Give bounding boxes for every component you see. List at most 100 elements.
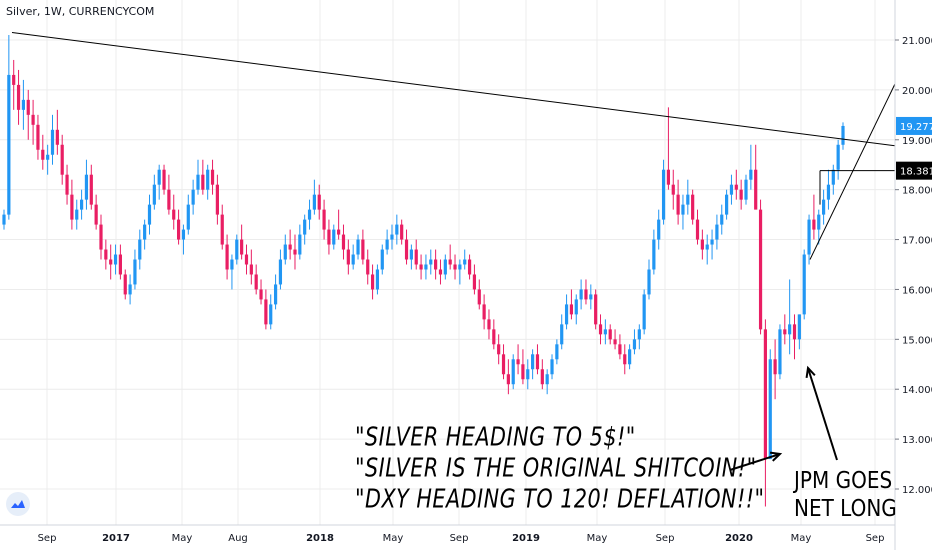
candle-body bbox=[458, 264, 462, 270]
candle-body bbox=[380, 249, 384, 270]
jpm-arrow-head bbox=[805, 365, 816, 379]
candle-body bbox=[7, 74, 11, 215]
y-tick-label: 21.000 bbox=[902, 36, 932, 47]
candle-body bbox=[792, 324, 797, 340]
candle-body bbox=[817, 214, 821, 230]
x-tick-label: May bbox=[172, 533, 193, 544]
candle-body bbox=[758, 209, 763, 330]
candle-body bbox=[303, 219, 307, 235]
candle-body bbox=[812, 219, 816, 230]
candle-body bbox=[273, 284, 278, 305]
candle-body bbox=[831, 169, 835, 185]
candle-body bbox=[337, 229, 341, 235]
candle-body bbox=[230, 259, 234, 270]
marker-price-bg bbox=[896, 161, 932, 180]
candle-body bbox=[240, 239, 244, 255]
candle-body bbox=[332, 229, 336, 245]
quote-arrow bbox=[729, 453, 781, 471]
candle-body bbox=[341, 234, 346, 250]
candle-body bbox=[739, 189, 743, 200]
candle-body bbox=[594, 294, 598, 325]
candle-body bbox=[749, 169, 753, 180]
candle-body bbox=[453, 264, 457, 270]
candle-body bbox=[118, 254, 122, 275]
candle-body bbox=[598, 324, 603, 335]
candle-body bbox=[826, 184, 831, 200]
candle-body bbox=[725, 194, 729, 215]
candle-body bbox=[104, 249, 108, 260]
candle-body bbox=[429, 259, 433, 265]
candle-body bbox=[797, 314, 801, 340]
candle-body bbox=[400, 224, 404, 240]
candle-body bbox=[506, 374, 510, 385]
candle-body bbox=[293, 249, 297, 255]
candle-body bbox=[206, 169, 210, 190]
candle-body bbox=[443, 259, 447, 275]
candles bbox=[2, 35, 845, 507]
candle-body bbox=[133, 259, 137, 285]
candle-body bbox=[65, 174, 69, 195]
x-tick-label: 2019 bbox=[512, 533, 540, 544]
candle-body bbox=[700, 239, 704, 250]
candle-body bbox=[2, 214, 6, 225]
candle-body bbox=[569, 304, 574, 315]
candle-body bbox=[113, 254, 118, 265]
candle-body bbox=[225, 244, 229, 270]
candle-body bbox=[404, 239, 409, 260]
x-tick-label: Aug bbox=[228, 533, 248, 544]
candle-body bbox=[555, 344, 559, 360]
candle-body bbox=[613, 339, 617, 345]
grid-lines bbox=[0, 0, 895, 525]
candle-body bbox=[589, 294, 593, 300]
candle-body bbox=[264, 299, 268, 325]
candle-body bbox=[768, 359, 772, 460]
candle-body bbox=[788, 324, 792, 335]
quote-2: "SILVER IS THE ORIGINAL SHITCOIN!" bbox=[355, 454, 757, 484]
y-tick-label: 18.000 bbox=[902, 186, 932, 197]
candle-body bbox=[424, 264, 428, 270]
candle-body bbox=[26, 99, 30, 115]
candle-body bbox=[143, 224, 147, 240]
candle-body bbox=[603, 329, 607, 335]
x-tick-label: 2018 bbox=[306, 533, 334, 544]
candle-body bbox=[584, 289, 588, 300]
candle-body bbox=[89, 174, 93, 205]
candle-body bbox=[492, 329, 496, 345]
candle-body bbox=[21, 99, 25, 110]
candle-body bbox=[128, 284, 132, 295]
candle-body bbox=[84, 174, 89, 200]
candle-body bbox=[472, 274, 477, 290]
candle-body bbox=[288, 244, 292, 250]
candle-body bbox=[395, 224, 399, 235]
candle-body bbox=[176, 219, 181, 240]
candle-body bbox=[535, 354, 540, 370]
marker-price-label: 18.381 bbox=[900, 167, 932, 178]
candle-body bbox=[477, 289, 481, 305]
candle-body bbox=[147, 204, 152, 225]
candle-body bbox=[695, 219, 700, 240]
candle-body bbox=[526, 369, 530, 380]
candle-body bbox=[647, 269, 651, 295]
y-tick-label: 14.000 bbox=[902, 385, 932, 396]
candle-body bbox=[370, 274, 375, 290]
candle-body bbox=[628, 349, 632, 365]
candle-body bbox=[783, 329, 787, 335]
candle-body bbox=[75, 209, 79, 220]
descending-trendline bbox=[11, 32, 896, 147]
candle-body bbox=[511, 359, 515, 385]
y-tick-label: 15.000 bbox=[902, 335, 932, 346]
candle-body bbox=[322, 209, 326, 230]
candle-body bbox=[531, 354, 535, 370]
candle-body bbox=[618, 344, 622, 355]
candle-body bbox=[215, 184, 219, 215]
tradingview-logo bbox=[6, 492, 30, 516]
candle-body bbox=[196, 174, 200, 190]
candle-body bbox=[152, 184, 156, 205]
candle-body bbox=[661, 169, 666, 220]
quote-3: "DXY HEADING TO 120! DEFLATION!!" bbox=[355, 485, 765, 515]
candle-body bbox=[99, 224, 103, 250]
candle-body bbox=[181, 229, 186, 240]
candle-body bbox=[79, 199, 84, 210]
candle-body bbox=[278, 259, 283, 285]
